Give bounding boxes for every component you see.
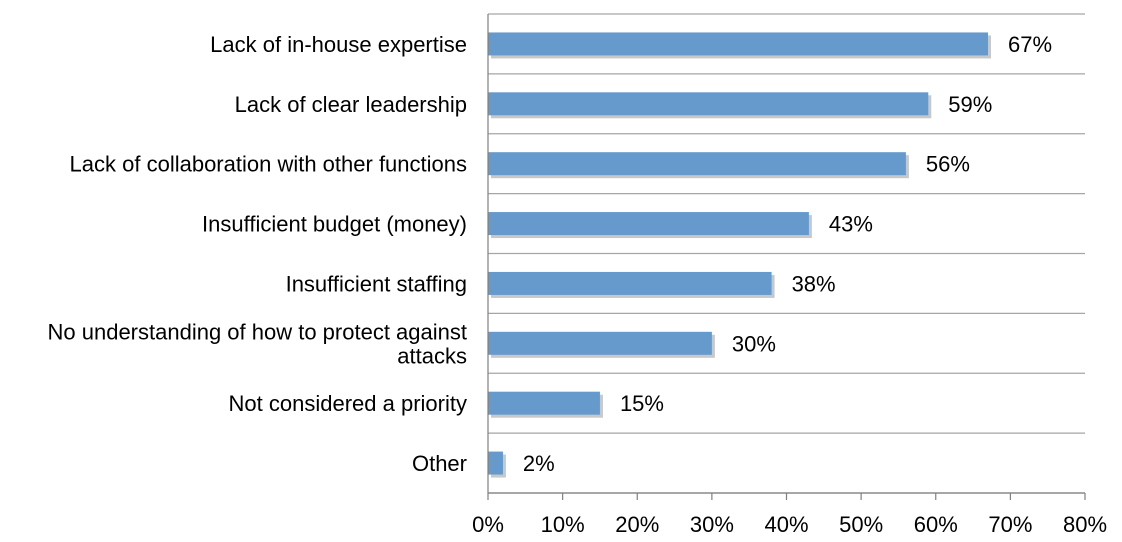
category-label: Lack of in-house expertise (210, 32, 467, 57)
bar (488, 271, 772, 295)
category-label: Insufficient budget (money) (202, 212, 467, 237)
data-label: 2% (523, 451, 555, 476)
x-tick-label: 50% (839, 512, 883, 537)
category-label-line: Insufficient staffing (286, 271, 467, 296)
category-label-line: Lack of in-house expertise (210, 32, 467, 57)
bar (488, 212, 809, 236)
category-label: No understanding of how to protect again… (48, 319, 468, 368)
bar (488, 92, 929, 116)
data-label: 43% (829, 212, 873, 237)
category-label-line: Lack of collaboration with other functio… (70, 152, 467, 177)
data-label: 38% (792, 271, 836, 296)
data-label: 15% (620, 391, 664, 416)
data-label: 59% (948, 92, 992, 117)
x-tick-label: 0% (472, 512, 504, 537)
x-tick-label: 10% (541, 512, 585, 537)
category-label: Lack of clear leadership (235, 92, 467, 117)
x-tick-label: 30% (690, 512, 734, 537)
category-label: Not considered a priority (229, 391, 467, 416)
data-label: 30% (732, 331, 776, 356)
bar-layer (488, 32, 991, 478)
category-label: Insufficient staffing (286, 271, 467, 296)
label-layer: 67% Lack of in-house expertise 59% Lack of … (48, 32, 1108, 537)
category-label-line: attacks (397, 343, 467, 368)
category-label: Lack of collaboration with other functio… (70, 152, 467, 177)
grid-layer (488, 13, 1085, 494)
category-label-line: Insufficient budget (money) (202, 212, 467, 237)
category-label: Other (412, 451, 467, 476)
bar (488, 331, 712, 355)
x-tick-label: 40% (764, 512, 808, 537)
category-label-line: Not considered a priority (229, 391, 467, 416)
bar (488, 152, 906, 176)
bar (488, 391, 600, 415)
bar (488, 451, 503, 475)
data-label: 67% (1008, 32, 1052, 57)
category-label-line: No understanding of how to protect again… (48, 319, 468, 344)
data-label: 56% (926, 152, 970, 177)
bar (488, 32, 988, 56)
category-label-line: Lack of clear leadership (235, 92, 467, 117)
x-tick-label: 60% (914, 512, 958, 537)
category-label-line: Other (412, 451, 467, 476)
x-tick-label: 70% (988, 512, 1032, 537)
x-tick-label: 20% (615, 512, 659, 537)
x-tick-label: 80% (1063, 512, 1107, 537)
axis-layer (487, 14, 1086, 500)
